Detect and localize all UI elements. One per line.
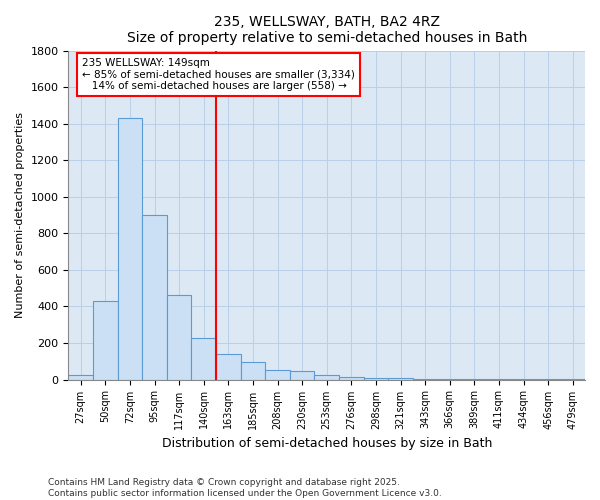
Bar [142,215,167,380]
Bar [364,378,388,380]
Text: Contains HM Land Registry data © Crown copyright and database right 2025.
Contai: Contains HM Land Registry data © Crown c… [48,478,442,498]
Bar [462,379,487,380]
Title: 235, WELLSWAY, BATH, BA2 4RZ
Size of property relative to semi-detached houses i: 235, WELLSWAY, BATH, BA2 4RZ Size of pro… [127,15,527,45]
Bar [191,338,216,380]
Bar [413,378,437,380]
Bar [118,118,142,380]
Bar [68,375,93,380]
Bar [339,377,364,380]
Bar [290,372,314,380]
Y-axis label: Number of semi-detached properties: Number of semi-detached properties [15,112,25,318]
X-axis label: Distribution of semi-detached houses by size in Bath: Distribution of semi-detached houses by … [161,437,492,450]
Bar [437,379,462,380]
Bar [167,294,191,380]
Text: 235 WELLSWAY: 149sqm
← 85% of semi-detached houses are smaller (3,334)
   14% of: 235 WELLSWAY: 149sqm ← 85% of semi-detac… [82,58,355,91]
Bar [93,301,118,380]
Bar [265,370,290,380]
Bar [241,362,265,380]
Bar [216,354,241,380]
Bar [388,378,413,380]
Bar [314,375,339,380]
